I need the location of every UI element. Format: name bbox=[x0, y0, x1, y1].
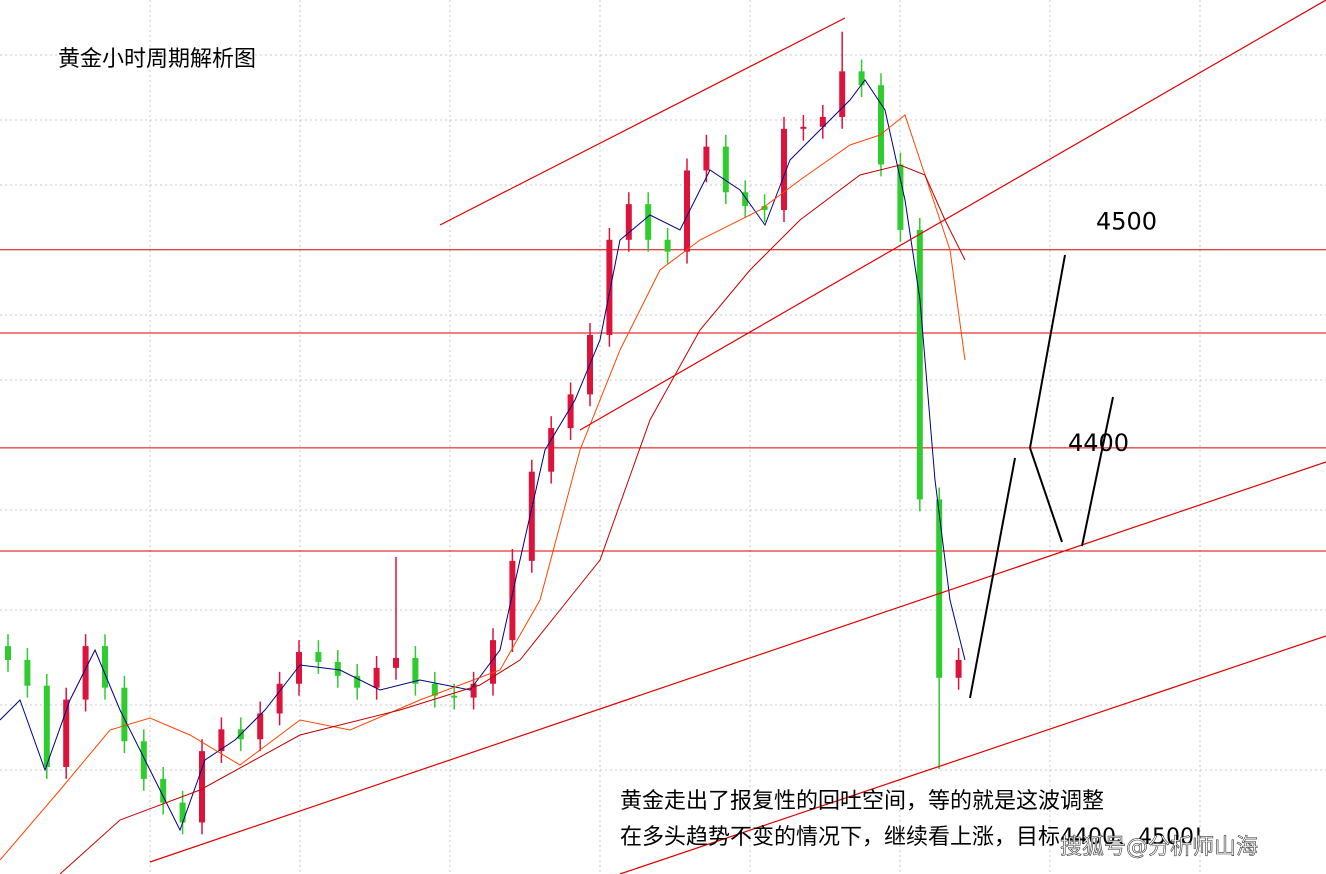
candle-body bbox=[354, 675, 361, 688]
annotation: 黄金走出了报复性的回吐空间，等的就是这波调整 bbox=[620, 789, 1104, 814]
chart-title: 黄金小时周期解析图 bbox=[58, 47, 256, 72]
candle-body bbox=[43, 685, 50, 767]
candle-body bbox=[625, 204, 632, 240]
candle-body bbox=[800, 126, 807, 129]
candle-body bbox=[82, 646, 89, 700]
candle-body bbox=[431, 683, 438, 696]
trend-channel bbox=[149, 0, 1326, 874]
candle-body bbox=[160, 778, 167, 803]
candle-body bbox=[703, 146, 710, 171]
candle-body bbox=[451, 695, 458, 698]
candle-body bbox=[179, 802, 186, 823]
candle-body bbox=[819, 116, 826, 127]
candle-body bbox=[858, 71, 865, 86]
candle-body bbox=[63, 699, 70, 767]
levels bbox=[0, 249, 1326, 552]
candle-body bbox=[897, 164, 904, 230]
candle-body bbox=[470, 683, 477, 698]
candle-body bbox=[412, 657, 419, 684]
candle-body bbox=[121, 687, 128, 742]
watermark: 搜狐号@分析师山海 bbox=[1060, 835, 1258, 860]
candle-body bbox=[5, 646, 11, 660]
candle-body bbox=[839, 71, 846, 117]
candle-body bbox=[528, 471, 535, 561]
candle-body bbox=[761, 206, 768, 211]
candle-body bbox=[393, 657, 399, 668]
candle-body bbox=[878, 85, 884, 165]
candle-body bbox=[140, 741, 147, 779]
candle-body bbox=[548, 428, 555, 472]
candle-body bbox=[742, 192, 749, 207]
candle-body bbox=[567, 394, 574, 429]
candle-body bbox=[606, 239, 613, 335]
candle-body bbox=[955, 659, 962, 678]
candle-body bbox=[334, 661, 341, 676]
candle-body bbox=[684, 170, 690, 252]
candle-body bbox=[296, 652, 302, 684]
candle-body bbox=[490, 640, 496, 684]
candle-body bbox=[781, 128, 787, 211]
moving-averages bbox=[0, 79, 966, 874]
candle-body bbox=[199, 751, 205, 823]
candle-body bbox=[722, 146, 729, 193]
level-label: 4400 bbox=[1068, 429, 1129, 457]
candle-body bbox=[936, 499, 943, 678]
candle-body bbox=[373, 667, 380, 688]
candle-body bbox=[218, 729, 225, 752]
ma-mid bbox=[0, 114, 966, 861]
candle-body bbox=[276, 683, 283, 714]
candle-body bbox=[257, 713, 264, 740]
candle-body bbox=[102, 646, 108, 688]
candle-body bbox=[509, 560, 516, 641]
candles bbox=[5, 31, 962, 835]
ma-long bbox=[59, 164, 966, 874]
candle-body bbox=[315, 652, 322, 662]
candle-body bbox=[645, 204, 652, 240]
candle-body bbox=[664, 239, 671, 252]
annotation: 在多头趋势不变的情况下，继续看上涨，目标4400、4500! bbox=[620, 825, 1203, 850]
candle-body bbox=[24, 659, 31, 686]
ma-short bbox=[0, 79, 966, 832]
projection-path bbox=[969, 254, 1114, 699]
candle-body bbox=[916, 229, 923, 500]
level-label: 4500 bbox=[1096, 208, 1157, 236]
